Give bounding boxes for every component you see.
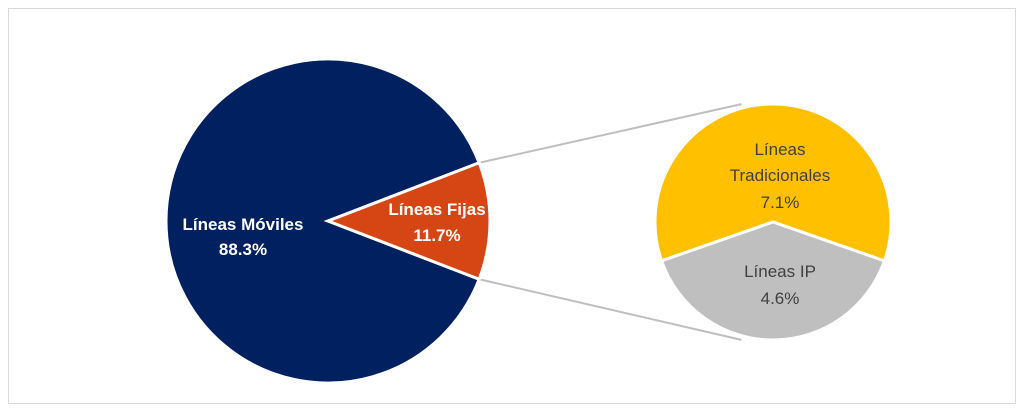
slice-label-lineas-ip: Líneas IP — [744, 262, 816, 281]
connector-line-top — [478, 103, 742, 164]
slice-lineas-fijas — [323, 160, 492, 282]
slice-value-lineas-ip: 4.6% — [761, 289, 800, 308]
slice-label-lineas-tradicionales-1: Líneas — [754, 140, 805, 159]
connector-line-bottom — [478, 278, 742, 341]
slice-value-lineas-moviles: 88.3% — [219, 240, 267, 259]
slice-label-lineas-fijas: Líneas Fijas — [388, 200, 485, 219]
slice-lineas-moviles — [164, 57, 482, 385]
main-pie — [164, 57, 492, 385]
slice-lineas-tradicionales — [653, 102, 893, 263]
slice-lineas-ip — [659, 220, 887, 342]
connector-lines — [478, 103, 742, 341]
slice-label-lineas-tradicionales-2: Tradicionales — [730, 166, 830, 185]
secondary-pie — [653, 102, 893, 342]
slice-value-lineas-fijas: 11.7% — [413, 226, 460, 245]
slice-label-lineas-moviles: Líneas Móviles — [183, 215, 304, 234]
slice-value-lineas-tradicionales: 7.1% — [761, 193, 800, 212]
